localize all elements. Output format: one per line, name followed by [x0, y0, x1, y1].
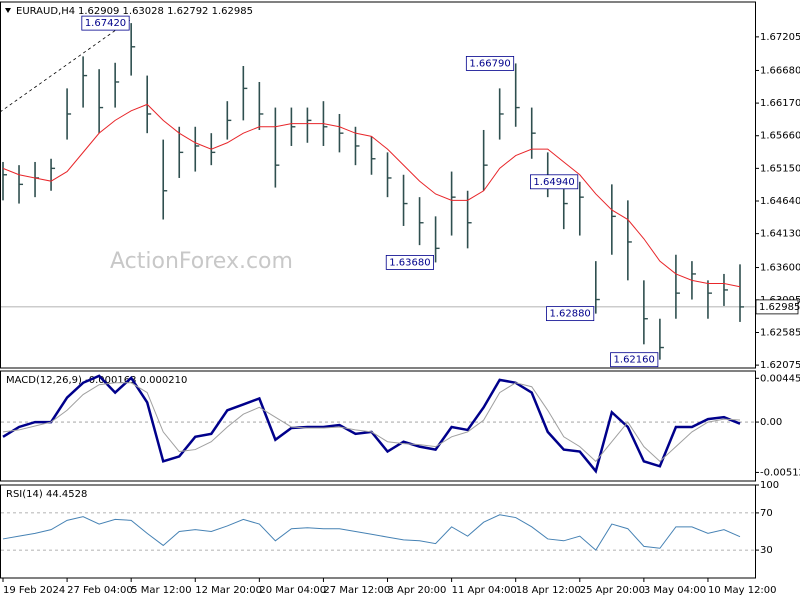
x-tick-label: 27 Mar 12:00	[323, 585, 390, 596]
y-tick-label: 1.63600	[760, 263, 800, 274]
annotation-box	[465, 56, 515, 71]
annotation-label: 1.66790	[469, 58, 510, 69]
watermark: ActionForex.com	[110, 249, 293, 274]
x-tick-label: 20 Mar 04:00	[259, 585, 326, 596]
x-tick-label: 19 Feb 2024	[3, 585, 65, 596]
panel-frame	[0, 370, 756, 482]
panel-frame	[0, 1, 756, 369]
y-tick-label: 1.64130	[760, 229, 800, 240]
panel-frame	[0, 484, 756, 579]
last-price-box	[755, 299, 799, 315]
y-tick-label: 1.65150	[760, 163, 800, 174]
annotation-box	[530, 174, 579, 190]
panel-title: RSI(14) 44.4528	[6, 489, 87, 500]
annotation-label: 1.67420	[85, 18, 126, 29]
y-tick-label: 1.62585	[760, 327, 800, 338]
x-tick-label: 25 Apr 20:00	[580, 585, 645, 596]
trend-line	[0, 19, 131, 113]
y-tick-label: 0.00	[760, 417, 782, 428]
moving-average	[2, 103, 741, 288]
x-tick-label: 18 Apr 12:00	[516, 585, 581, 596]
y-tick-label: 100	[760, 480, 779, 491]
y-tick-label: 1.62075	[760, 360, 800, 371]
indicator-line	[2, 514, 741, 551]
annotation-box	[610, 352, 659, 368]
annotation-label: 1.63680	[389, 257, 430, 268]
x-tick-label: 10 May 12:00	[708, 585, 777, 596]
x-tick-label: 12 Mar 20:00	[195, 585, 262, 596]
y-tick-label: 70	[760, 508, 773, 519]
panel-title: MACD(12,26,9) -0.000163 0.000210	[6, 375, 187, 386]
annotation-box	[546, 306, 595, 322]
y-tick-label: 1.66170	[760, 98, 800, 109]
x-tick-label: 3 Apr 20:00	[388, 585, 447, 596]
y-tick-label: 1.64640	[760, 196, 800, 207]
x-tick-label: 5 Mar 12:00	[131, 585, 191, 596]
y-tick-label: -0.005128	[760, 467, 800, 478]
ohlc-values: 1.62909 1.63028 1.62792 1.62985	[78, 6, 253, 17]
y-tick-label: 30	[760, 545, 773, 556]
chart-title: EURAUD,H4	[16, 6, 75, 17]
annotation-box	[81, 15, 130, 31]
last-price-label: 1.62985	[759, 302, 800, 313]
annotation-label: 1.62160	[614, 355, 655, 366]
x-tick-label: 3 May 04:00	[644, 585, 706, 596]
indicator-line	[2, 382, 741, 463]
annotation-label: 1.62880	[549, 309, 590, 320]
title-marker	[5, 8, 11, 13]
x-tick-label: 11 Apr 04:00	[452, 585, 517, 596]
y-tick-label: 1.67205	[760, 32, 800, 43]
y-tick-label: 1.65660	[760, 131, 800, 142]
x-tick-label: 27 Feb 04:00	[67, 585, 133, 596]
y-tick-label: 0.004456	[760, 373, 800, 384]
annotation-box	[385, 255, 434, 270]
y-tick-label: 1.66680	[760, 65, 800, 76]
annotation-label: 1.64940	[533, 177, 574, 188]
